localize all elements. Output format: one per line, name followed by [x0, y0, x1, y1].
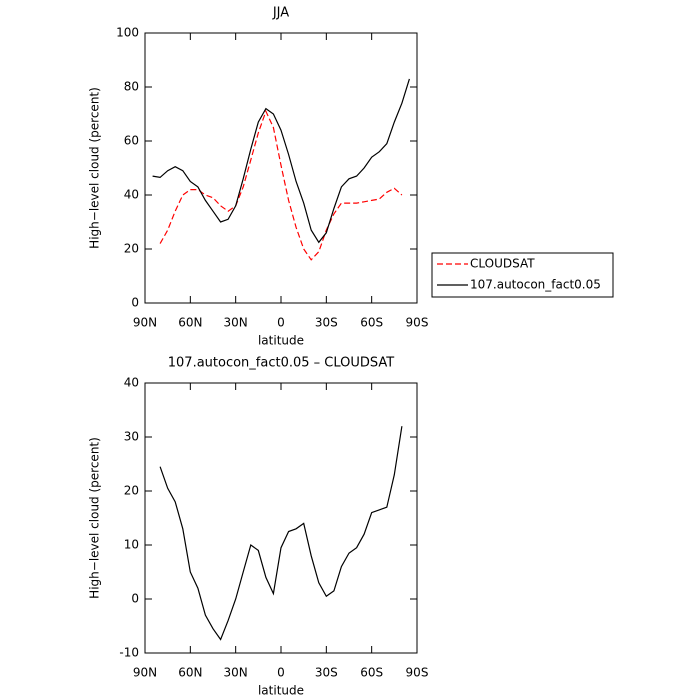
x-tick-label: 30S [315, 316, 338, 330]
y-axis-label: High−level cloud (percent) [88, 437, 102, 599]
x-tick-label: 30N [224, 316, 248, 330]
y-tick-label: 30 [124, 430, 139, 444]
y-tick-label: 40 [124, 376, 139, 390]
x-tick-label: 90N [133, 316, 157, 330]
x-tick-label: 0 [277, 666, 285, 680]
x-tick-label: 90S [406, 666, 429, 680]
x-tick-label: 30S [315, 666, 338, 680]
x-axis-label: latitude [258, 334, 304, 348]
y-tick-label: 80 [124, 80, 139, 94]
x-tick-label: 0 [277, 316, 285, 330]
x-tick-label: 90S [406, 316, 429, 330]
x-tick-label: 60S [360, 316, 383, 330]
x-axis-label: latitude [258, 684, 304, 698]
y-tick-label: 60 [124, 134, 139, 148]
data-line [152, 78, 410, 244]
y-tick-label: -10 [119, 646, 139, 660]
x-tick-label: 30N [224, 666, 248, 680]
legend-label: CLOUDSAT [470, 257, 535, 271]
legend-label: 107.autocon_fact0.05 [470, 278, 601, 292]
chart-title: 107.autocon_fact0.05 – CLOUDSAT [168, 356, 395, 371]
y-tick-label: 10 [124, 538, 139, 552]
chart-title: JJA [272, 6, 289, 21]
y-tick-label: 40 [124, 188, 139, 202]
x-tick-label: 60N [178, 666, 202, 680]
data-line [159, 426, 403, 641]
y-tick-label: 20 [124, 242, 139, 256]
x-tick-label: 90N [133, 666, 157, 680]
plot-frame [144, 382, 418, 654]
y-tick-label: 0 [131, 296, 139, 310]
y-axis-label: High−level cloud (percent) [88, 87, 102, 249]
legend-box [431, 252, 614, 298]
y-tick-label: 0 [131, 592, 139, 606]
x-tick-label: 60N [178, 316, 202, 330]
y-tick-label: 100 [116, 26, 139, 40]
x-tick-label: 60S [360, 666, 383, 680]
y-tick-label: 20 [124, 484, 139, 498]
